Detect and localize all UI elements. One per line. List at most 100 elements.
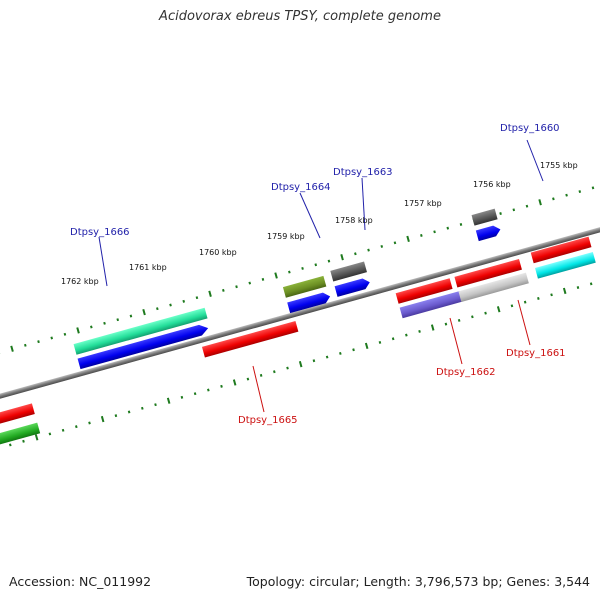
- gene-label-dtpsy-1664: Dtpsy_1664: [271, 182, 331, 193]
- gene-label-dtpsy-1666: Dtpsy_1666: [70, 227, 130, 238]
- gene-label-dtpsy-1662: Dtpsy_1662: [436, 367, 496, 378]
- scale-tick-top: [248, 282, 251, 285]
- scale-tick-bottom: [590, 282, 593, 285]
- genome-summary: Topology: circular; Length: 3,796,573 bp…: [247, 574, 590, 589]
- scale-tick-bottom: [273, 370, 276, 373]
- scale-tick-top: [314, 263, 317, 266]
- scale-tick-top: [526, 205, 529, 208]
- scale-tick-bottom: [260, 374, 263, 377]
- scale-tick-top: [592, 186, 595, 189]
- gene-block-gray-1660: [472, 209, 498, 226]
- scale-tick-top: [169, 304, 172, 307]
- scale-tick-bottom: [115, 414, 118, 417]
- scale-tick-bottom: [484, 312, 487, 315]
- gene-label-dtpsy-1661: Dtpsy_1661: [506, 348, 566, 359]
- scale-tick-bottom: [101, 416, 105, 422]
- accession-label: Accession: NC_011992: [9, 574, 151, 589]
- scale-tick-top: [103, 322, 106, 325]
- scale-tick-top: [76, 327, 80, 333]
- gene-block-left-green: [0, 423, 40, 448]
- scale-tick-top: [328, 260, 331, 263]
- gene-blocks: [0, 186, 600, 447]
- scale-tick-bottom: [247, 378, 250, 381]
- scale-tick-bottom: [233, 379, 237, 385]
- scale-tick-top: [235, 285, 238, 288]
- scale-tick-bottom: [497, 306, 501, 312]
- scale-tick-bottom: [141, 407, 144, 410]
- scale-tick-top: [406, 236, 410, 242]
- scale-tick-bottom: [405, 334, 408, 337]
- scale-tick-top: [182, 300, 185, 303]
- scale-tick-top: [538, 199, 542, 205]
- gene-block-left-red: [0, 403, 35, 428]
- scale-tick-top: [446, 227, 449, 230]
- scale-tick-bottom: [220, 385, 223, 388]
- scale-tick-bottom: [458, 319, 461, 322]
- scale-tick-top: [433, 230, 436, 233]
- scale-tick-top: [130, 315, 133, 318]
- scale-tick-bottom: [75, 425, 78, 428]
- scale-tick-bottom: [181, 396, 184, 399]
- scale-tick-bottom: [128, 411, 131, 414]
- scale-tick-bottom: [207, 389, 210, 392]
- scale-label-1760: 1760 kbp: [199, 248, 237, 257]
- scale-tick-top: [380, 245, 383, 248]
- leader-line-1662: [450, 318, 462, 364]
- scale-tick-bottom: [431, 324, 435, 330]
- scale-tick-top: [274, 272, 278, 278]
- scale-tick-bottom: [154, 403, 157, 406]
- leader-line-1666: [99, 237, 107, 286]
- scale-tick-bottom: [22, 440, 25, 443]
- scale-tick-top: [10, 346, 14, 352]
- scale-tick-bottom: [194, 392, 197, 395]
- gene-block-gray-1663: [330, 261, 367, 281]
- scale-tick-bottom: [9, 443, 12, 446]
- leader-line-1665: [253, 366, 264, 412]
- scale-tick-top: [460, 223, 463, 226]
- leader-line-1661: [518, 300, 530, 345]
- scale-tick-top: [394, 241, 397, 244]
- scale-tick-top: [565, 194, 568, 197]
- scale-tick-bottom: [299, 361, 303, 367]
- scale-tick-bottom: [563, 288, 567, 294]
- scale-tick-bottom: [550, 293, 553, 296]
- scale-tick-top: [64, 333, 67, 336]
- scale-tick-top: [420, 234, 423, 237]
- scale-tick-bottom: [445, 323, 448, 326]
- scale-tick-bottom: [392, 337, 395, 340]
- scale-tick-bottom: [326, 356, 329, 359]
- scale-label-1758: 1758 kbp: [335, 216, 373, 225]
- scale-tick-bottom: [524, 301, 527, 304]
- scale-tick-top: [512, 208, 515, 211]
- scale-tick-top: [578, 190, 581, 193]
- scale-tick-top: [301, 267, 304, 270]
- scale-tick-bottom: [352, 348, 355, 351]
- scale-tick-bottom: [62, 429, 65, 432]
- scale-tick-top: [340, 254, 344, 260]
- scale-label-1756: 1756 kbp: [473, 180, 511, 189]
- scale-tick-bottom: [313, 359, 316, 362]
- scale-tick-top: [288, 271, 291, 274]
- scale-tick-top: [499, 212, 502, 215]
- scale-tick-bottom: [339, 352, 342, 355]
- scale-tick-top: [196, 296, 199, 299]
- scale-label-1757: 1757 kbp: [404, 199, 442, 208]
- scale-tick-top: [37, 340, 40, 343]
- scale-label-1759: 1759 kbp: [267, 232, 305, 241]
- scale-tick-top: [354, 252, 357, 255]
- scale-tick-bottom: [286, 367, 289, 370]
- scale-tick-bottom: [49, 432, 52, 435]
- scale-tick-bottom: [167, 398, 171, 404]
- scale-tick-top: [50, 337, 53, 340]
- scale-tick-top: [116, 318, 119, 321]
- gene-label-dtpsy-1660: Dtpsy_1660: [500, 123, 560, 134]
- scale-tick-bottom: [88, 422, 91, 425]
- scale-tick-bottom: [379, 341, 382, 344]
- gene-label-dtpsy-1663: Dtpsy_1663: [333, 167, 393, 178]
- gene-label-dtpsy-1665: Dtpsy_1665: [238, 415, 298, 426]
- gene-block-blue-1660: [476, 224, 502, 241]
- scale-tick-bottom: [365, 343, 369, 349]
- scale-label-1761: 1761 kbp: [129, 263, 167, 272]
- scale-tick-top: [367, 249, 370, 252]
